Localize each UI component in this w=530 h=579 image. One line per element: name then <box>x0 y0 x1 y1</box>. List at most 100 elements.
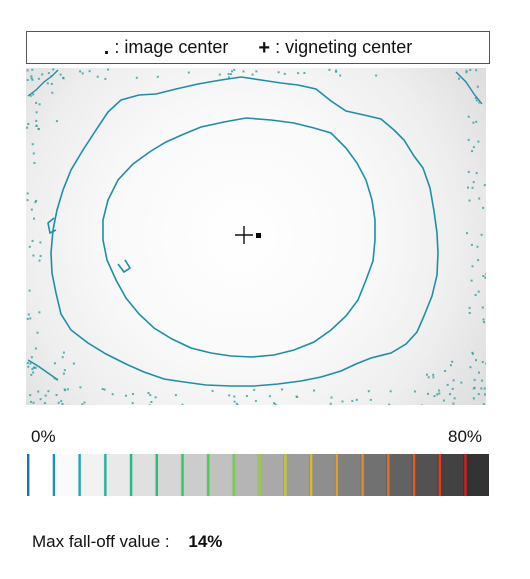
noise-speck <box>231 70 233 73</box>
noise-speck <box>328 68 331 71</box>
noise-speck <box>475 172 478 175</box>
colorbar-band <box>360 454 387 496</box>
colorbar-level-line <box>412 454 416 496</box>
colorbar-level-line <box>258 454 261 496</box>
noise-speck <box>245 395 248 397</box>
noise-speck <box>174 394 177 397</box>
colorbar-band <box>26 454 53 496</box>
noise-speck <box>111 393 114 396</box>
noise-speck <box>39 398 42 401</box>
noise-speck <box>41 73 44 76</box>
noise-speck <box>229 73 232 76</box>
noise-speck <box>29 400 32 403</box>
noise-speck <box>471 150 473 153</box>
image-center-marker-icon: . <box>103 36 110 59</box>
noise-speck <box>482 206 485 209</box>
noise-speck <box>62 351 65 354</box>
noise-speck <box>32 371 35 374</box>
noise-speck <box>460 381 463 384</box>
scale-max-label: 80% <box>448 427 483 446</box>
colorbar-band <box>103 454 130 496</box>
noise-speck <box>449 364 452 367</box>
outer-contour-notch <box>47 217 57 235</box>
noise-speck <box>72 362 75 365</box>
noise-speck <box>242 70 245 73</box>
noise-speck <box>277 71 280 74</box>
noise-speck <box>341 400 344 403</box>
noise-speck <box>29 394 32 397</box>
noise-speck <box>154 396 157 399</box>
noise-speck <box>313 389 315 392</box>
noise-speck <box>30 75 33 78</box>
noise-speck <box>330 396 333 399</box>
noise-speck <box>427 376 430 379</box>
noise-speck <box>351 399 354 402</box>
max-falloff-label: Max fall-off value : <box>32 532 170 551</box>
noise-speck <box>303 72 306 74</box>
noise-speck <box>35 119 38 122</box>
noise-speck <box>481 361 484 363</box>
colorbar-band <box>206 454 233 496</box>
noise-speck <box>465 71 468 74</box>
noise-speck <box>187 71 190 74</box>
legend-entry-vignetting-center: + : vigneting center <box>258 37 412 58</box>
noise-speck <box>31 368 34 371</box>
noise-speck <box>227 73 230 75</box>
noise-speck <box>476 85 479 88</box>
noise-speck <box>274 403 277 405</box>
noise-speck <box>375 74 378 77</box>
noise-speck <box>438 392 441 395</box>
noise-speck <box>62 372 65 375</box>
noise-speck <box>79 70 82 73</box>
corner-contour-bottom-left <box>27 359 59 381</box>
noise-speckles <box>26 68 486 405</box>
noise-speck <box>255 70 258 73</box>
noise-speck <box>485 273 486 276</box>
noise-speck <box>104 77 107 80</box>
noise-speck <box>467 115 470 118</box>
noise-speck <box>233 395 236 398</box>
inner-contour-line <box>102 117 376 358</box>
noise-speck <box>125 394 127 397</box>
noise-speck <box>469 69 472 71</box>
noise-speck <box>472 121 475 124</box>
noise-speck <box>81 72 84 75</box>
noise-speck <box>483 321 485 324</box>
noise-speck <box>211 389 214 392</box>
noise-speck <box>26 199 29 202</box>
noise-speck <box>37 390 40 393</box>
noise-speck <box>413 390 416 393</box>
noise-speck <box>477 259 480 262</box>
noise-speck <box>81 403 84 405</box>
noise-speck <box>96 75 99 78</box>
noise-speck <box>83 401 86 404</box>
noise-speck <box>50 82 53 85</box>
noise-speck <box>369 398 372 401</box>
noise-speck <box>251 73 254 76</box>
noise-speck <box>482 275 485 277</box>
noise-speck <box>477 140 480 143</box>
noise-speck <box>60 400 63 403</box>
colorbar-level-line <box>104 454 107 496</box>
noise-speck <box>438 389 441 392</box>
noise-speck <box>477 393 480 396</box>
noise-speck <box>61 403 64 405</box>
noise-speck <box>476 245 479 248</box>
noise-speck <box>79 386 82 389</box>
noise-speck <box>475 69 478 72</box>
noise-speck <box>442 399 445 402</box>
noise-speck <box>253 388 256 391</box>
noise-speck <box>35 124 38 127</box>
noise-speck <box>483 184 486 187</box>
noise-speck <box>468 312 471 314</box>
corner-contour-top-right <box>455 71 483 105</box>
noise-speck <box>235 402 238 405</box>
noise-speck <box>35 111 38 114</box>
colorbar-level-line <box>361 454 364 496</box>
noise-speck <box>477 290 480 293</box>
noise-speck <box>471 265 474 268</box>
noise-speck <box>473 378 476 381</box>
noise-speck <box>466 232 468 235</box>
colorbar-band <box>257 454 284 496</box>
noise-speck <box>32 366 35 369</box>
